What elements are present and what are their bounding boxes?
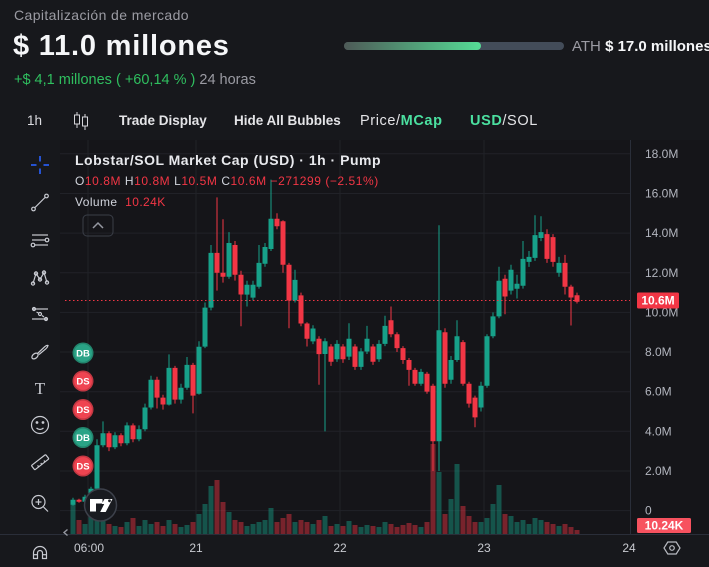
- svg-text:Volume 10.24K: Volume 10.24K: [75, 195, 166, 209]
- svg-text:USD/SOL: USD/SOL: [470, 113, 538, 129]
- svg-text:23: 23: [477, 541, 491, 555]
- svg-text:DB: DB: [76, 349, 90, 360]
- svg-text:DS: DS: [76, 462, 89, 473]
- svg-text:21: 21: [189, 541, 203, 555]
- svg-text:18.0M: 18.0M: [645, 147, 678, 161]
- svg-text:2.0M: 2.0M: [645, 464, 672, 478]
- svg-text:8.0M: 8.0M: [645, 345, 672, 359]
- svg-text:0: 0: [645, 504, 652, 518]
- svg-text:Price/MCap: Price/MCap: [360, 113, 443, 129]
- svg-text:10.24K: 10.24K: [645, 519, 684, 533]
- svg-text:ATH $ 17.0 millones: ATH $ 17.0 millones: [572, 38, 709, 55]
- svg-text:24: 24: [622, 541, 636, 555]
- svg-text:6.0M: 6.0M: [645, 385, 672, 399]
- svg-text:12.0M: 12.0M: [645, 266, 678, 280]
- svg-text:DS: DS: [76, 405, 89, 416]
- svg-text:T: T: [35, 379, 46, 398]
- svg-text:14.0M: 14.0M: [645, 226, 678, 240]
- svg-text:Trade Display: Trade Display: [119, 113, 207, 128]
- svg-text:$ 11.0 millones: $ 11.0 millones: [13, 30, 230, 62]
- svg-text:DB: DB: [76, 433, 90, 444]
- svg-text:4.0M: 4.0M: [645, 424, 672, 438]
- svg-text:+$ 4,1 millones ( +60,14 % ) 2: +$ 4,1 millones ( +60,14 % ) 24 horas: [14, 72, 256, 88]
- svg-text:22: 22: [333, 541, 347, 555]
- svg-text:1h: 1h: [27, 113, 42, 128]
- svg-text:Capitalización de mercado: Capitalización de mercado: [14, 7, 189, 23]
- svg-text:Hide All Bubbles: Hide All Bubbles: [234, 113, 341, 128]
- svg-text:10.6M: 10.6M: [641, 294, 674, 308]
- svg-text:16.0M: 16.0M: [645, 187, 678, 201]
- svg-text:06:00: 06:00: [74, 541, 104, 555]
- svg-text:10.0M: 10.0M: [645, 305, 678, 319]
- svg-text:DS: DS: [76, 377, 89, 388]
- svg-text:Lobstar/SOL Market Cap (USD) ·: Lobstar/SOL Market Cap (USD) · 1h · Pump: [75, 152, 381, 168]
- svg-text:O10.8M H10.8M L10.5M C10.6M −2: O10.8M H10.8M L10.5M C10.6M −271299 (−2.…: [75, 174, 379, 188]
